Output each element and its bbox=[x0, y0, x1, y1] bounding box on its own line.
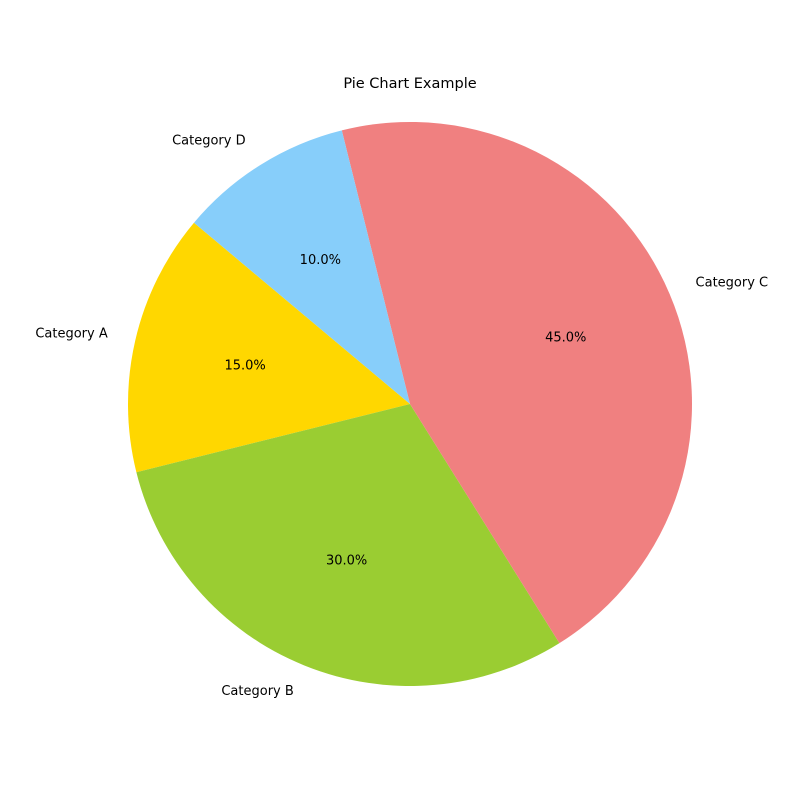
percent-label-category-c: 45.0% bbox=[545, 330, 586, 345]
pie-slice-category-d bbox=[193, 130, 410, 405]
pie-slice-category-b bbox=[136, 404, 560, 686]
percent-label-category-a: 15.0% bbox=[224, 358, 265, 373]
category-label-category-a: Category A bbox=[35, 327, 108, 342]
pie-slice-category-a bbox=[128, 222, 411, 473]
pie-labels: Category A 15.0% Category B 30.0% Category C… bbox=[35, 133, 768, 699]
pie-slices bbox=[128, 122, 692, 686]
category-label-category-d: Category D bbox=[172, 133, 246, 148]
pie-slice-category-c bbox=[341, 122, 692, 644]
chart-title: Pie Chart Example bbox=[343, 76, 476, 92]
category-label-category-b: Category B bbox=[221, 684, 293, 699]
percent-label-category-d: 10.0% bbox=[300, 253, 341, 268]
category-label-category-c: Category C bbox=[696, 275, 769, 290]
percent-label-category-b: 30.0% bbox=[326, 553, 367, 568]
